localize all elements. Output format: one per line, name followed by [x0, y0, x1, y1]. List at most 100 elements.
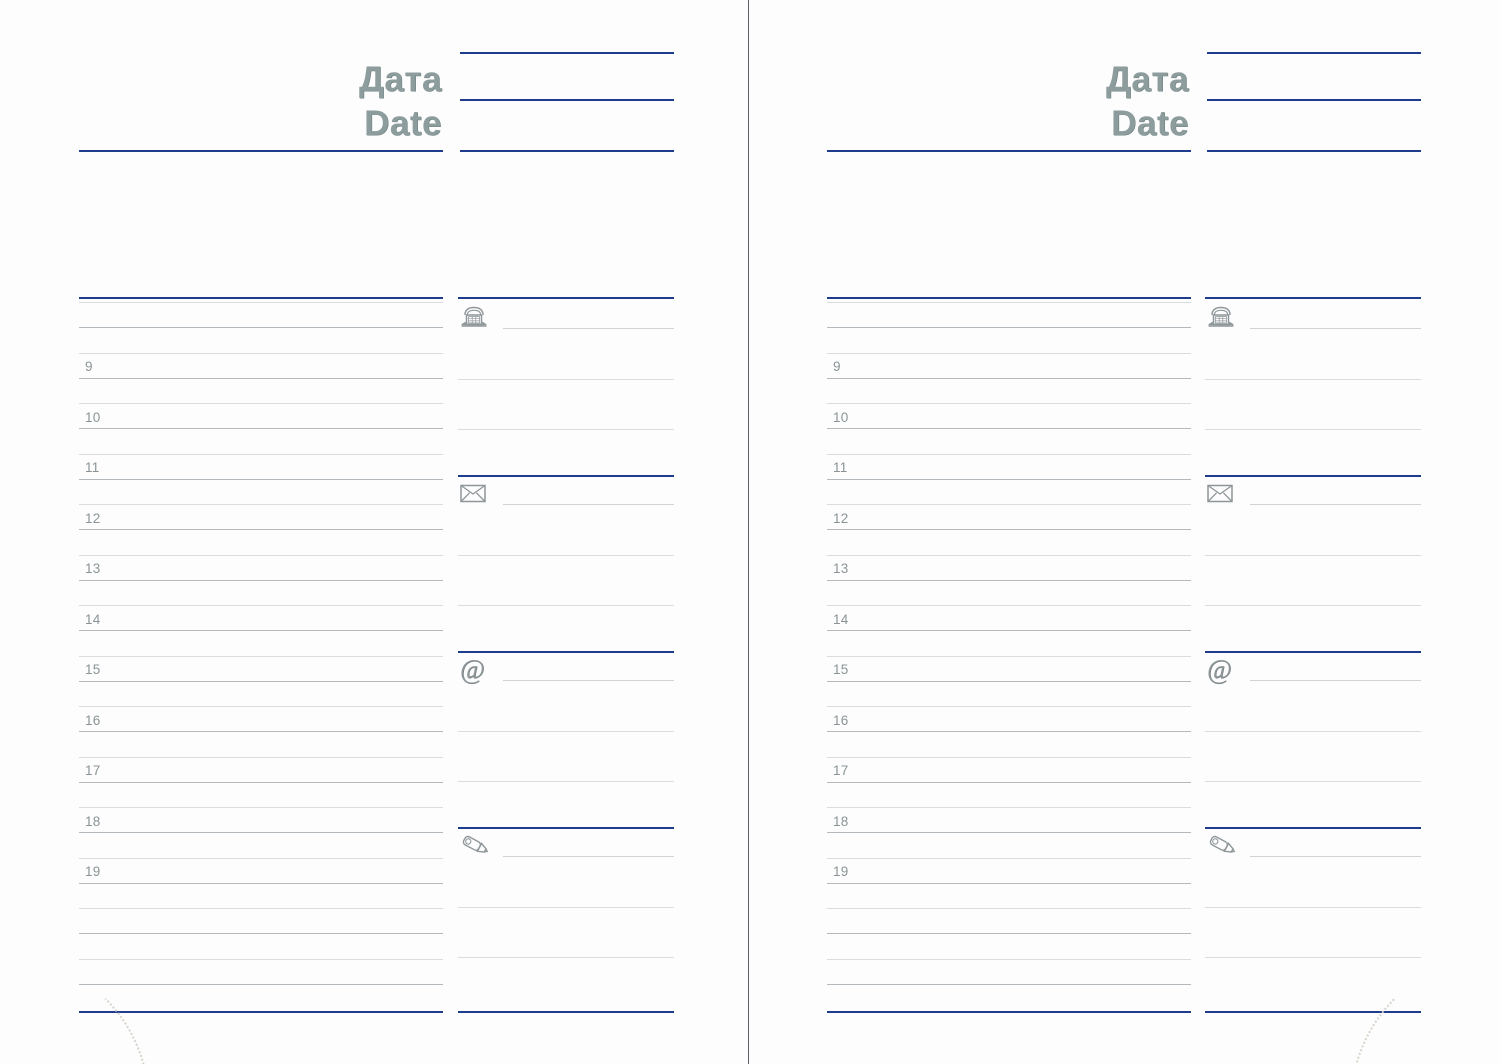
notes-icon-writing-rule[interactable]: [1250, 504, 1421, 505]
schedule-rule[interactable]: [79, 327, 443, 329]
schedule-rule[interactable]: [827, 933, 1191, 935]
schedule-rule[interactable]: [827, 453, 1191, 455]
notes-icon-writing-rule[interactable]: [1250, 328, 1421, 329]
notes-icon-writing-rule[interactable]: [503, 680, 674, 681]
schedule-rule[interactable]: [79, 605, 443, 606]
notes-icon-writing-rule[interactable]: [1250, 680, 1421, 681]
schedule-rule[interactable]: [79, 302, 443, 303]
notes-rule[interactable]: [1205, 781, 1421, 782]
schedule-rule[interactable]: [827, 478, 1191, 480]
schedule-rule[interactable]: [79, 579, 443, 581]
schedule-rule[interactable]: [79, 857, 443, 859]
notes-rule[interactable]: [458, 378, 674, 380]
notes-section-header[interactable]: @: [1205, 655, 1421, 685]
schedule-rule[interactable]: [827, 857, 1191, 859]
schedule-rule[interactable]: [79, 377, 443, 379]
notes-rule[interactable]: [458, 429, 674, 430]
date-rule-top-right-right-page[interactable]: [1207, 52, 1421, 54]
schedule-rule[interactable]: [79, 352, 443, 354]
notes-rule[interactable]: [1205, 554, 1421, 556]
notes-section-header[interactable]: @: [458, 655, 674, 685]
notes-rule[interactable]: [458, 781, 674, 782]
schedule-rule[interactable]: [79, 428, 443, 430]
schedule-rule[interactable]: [827, 655, 1191, 657]
notes-section-header[interactable]: [1205, 479, 1421, 509]
notes-rule[interactable]: [458, 906, 674, 908]
notes-icon-writing-rule[interactable]: [503, 504, 674, 505]
schedule-rule[interactable]: [827, 832, 1191, 834]
schedule-rule[interactable]: [79, 504, 443, 505]
schedule-rule[interactable]: [79, 882, 443, 884]
schedule-rule[interactable]: [827, 908, 1191, 909]
notes-column-left[interactable]: @: [458, 297, 674, 1013]
schedule-rule[interactable]: [827, 377, 1191, 379]
notes-section-header[interactable]: [1205, 831, 1421, 861]
schedule-rule[interactable]: [79, 832, 443, 834]
schedule-rule[interactable]: [79, 529, 443, 531]
schedule-rule[interactable]: [827, 302, 1191, 303]
schedule-rule[interactable]: [827, 882, 1191, 884]
schedule-rule[interactable]: [79, 706, 443, 707]
notes-rule[interactable]: [458, 730, 674, 732]
schedule-rule[interactable]: [827, 983, 1191, 985]
schedule-rule[interactable]: [79, 655, 443, 657]
schedule-rule[interactable]: [827, 731, 1191, 733]
schedule-rule[interactable]: [79, 554, 443, 556]
schedule-rule[interactable]: [79, 756, 443, 758]
notes-icon-writing-rule[interactable]: [503, 328, 674, 329]
notes-rule[interactable]: [1205, 429, 1421, 430]
schedule-rule[interactable]: [79, 933, 443, 935]
schedule-rule[interactable]: [827, 327, 1191, 329]
schedule-column-left[interactable]: 9 10 11 12 13 14 15 16 17 18 19: [79, 297, 443, 1013]
schedule-rule[interactable]: [827, 504, 1191, 505]
notes-section-header[interactable]: [1205, 303, 1421, 333]
schedule-rule[interactable]: [827, 554, 1191, 556]
notes-rule[interactable]: [458, 605, 674, 606]
schedule-rule[interactable]: [79, 958, 443, 960]
date-rule-top-right-left-page[interactable]: [460, 52, 674, 54]
schedule-column-right[interactable]: 9 10 11 12 13 14 15 16 17 18 19: [827, 297, 1191, 1013]
schedule-rule[interactable]: [79, 680, 443, 682]
notes-section-header[interactable]: [458, 831, 674, 861]
notes-section-header[interactable]: [458, 479, 674, 509]
schedule-rule[interactable]: [827, 428, 1191, 430]
schedule-rule[interactable]: [79, 908, 443, 909]
schedule-rule[interactable]: [827, 529, 1191, 531]
notes-rule[interactable]: [1205, 906, 1421, 908]
schedule-rule[interactable]: [79, 478, 443, 480]
schedule-rule[interactable]: [827, 680, 1191, 682]
schedule-rule[interactable]: [827, 807, 1191, 808]
date-rule-bottom-right-left-page[interactable]: [460, 150, 674, 152]
schedule-rule[interactable]: [827, 706, 1191, 707]
date-rule-bottom-right-right-page[interactable]: [1207, 150, 1421, 152]
notes-rule[interactable]: [458, 957, 674, 958]
date-rule-bottom-left-right-page[interactable]: [827, 150, 1191, 152]
notes-rule[interactable]: [1205, 378, 1421, 380]
notes-section-header[interactable]: [458, 303, 674, 333]
schedule-rule[interactable]: [827, 630, 1191, 632]
schedule-rule[interactable]: [827, 756, 1191, 758]
schedule-rule[interactable]: [79, 453, 443, 455]
schedule-rule[interactable]: [827, 403, 1191, 404]
schedule-rule[interactable]: [827, 579, 1191, 581]
schedule-rule[interactable]: [79, 983, 443, 985]
schedule-rule[interactable]: [79, 403, 443, 404]
notes-rule[interactable]: [1205, 605, 1421, 606]
date-rule-mid-right-right-page[interactable]: [1207, 99, 1421, 101]
date-rule-bottom-left-left-page[interactable]: [79, 150, 443, 152]
schedule-rule[interactable]: [827, 781, 1191, 783]
schedule-rule[interactable]: [79, 781, 443, 783]
date-rule-mid-right-left-page[interactable]: [460, 99, 674, 101]
schedule-rule[interactable]: [79, 731, 443, 733]
schedule-rule[interactable]: [79, 630, 443, 632]
notes-rule[interactable]: [458, 554, 674, 556]
notes-icon-writing-rule[interactable]: [1250, 856, 1421, 857]
schedule-rule[interactable]: [827, 605, 1191, 606]
notes-column-right[interactable]: @: [1205, 297, 1421, 1013]
notes-rule[interactable]: [1205, 730, 1421, 732]
schedule-rule[interactable]: [827, 958, 1191, 960]
notes-icon-writing-rule[interactable]: [503, 856, 674, 857]
schedule-rule[interactable]: [79, 807, 443, 808]
notes-rule[interactable]: [1205, 957, 1421, 958]
schedule-rule[interactable]: [827, 352, 1191, 354]
